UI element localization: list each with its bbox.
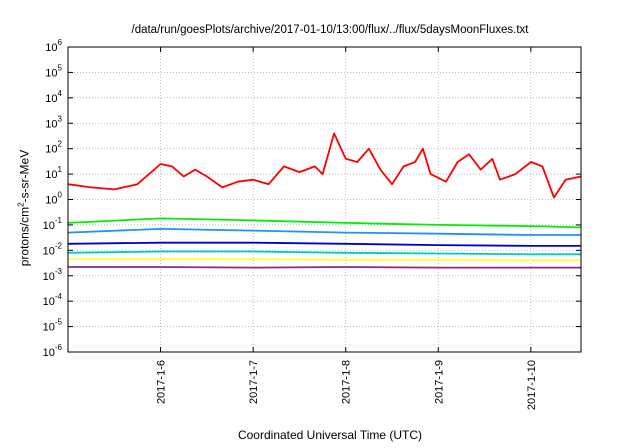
y-tick-label: 104 (45, 89, 62, 105)
y-tick-label-base: 10 (43, 347, 55, 359)
y-tick-label-exponent: -1 (55, 216, 63, 225)
y-tick-label: 10-2 (43, 241, 63, 257)
y-tick-label: 100 (45, 191, 62, 207)
y-tick-label-base: 10 (45, 67, 57, 79)
y-tick-label: 10-1 (43, 216, 63, 232)
y-tick-label-exponent: 5 (58, 63, 63, 72)
series-line (68, 266, 581, 269)
y-tick-label-exponent: -2 (55, 241, 63, 250)
y-tick-label-exponent: 6 (58, 38, 63, 47)
series-line (67, 250, 581, 256)
y-tick-label-base: 10 (45, 195, 57, 207)
y-tick-label-exponent: -3 (55, 267, 63, 276)
y-tick-label-base: 10 (45, 118, 57, 130)
y-tick-label-base: 10 (43, 245, 55, 257)
x-tick-label: 2017-1-8 (341, 360, 353, 404)
series-line (68, 258, 581, 262)
series-line (67, 217, 582, 229)
series-line (67, 241, 581, 247)
chart-title: /data/run/goesPlots/archive/2017-01-10/1… (131, 24, 529, 36)
series-line (67, 132, 582, 199)
y-tick-label: 10-5 (43, 318, 63, 334)
x-tick-label: 2017-1-6 (156, 360, 168, 404)
y-tick-label-exponent: 4 (58, 89, 63, 98)
plot-frame (67, 46, 582, 353)
y-tick-label-base: 10 (45, 93, 57, 105)
y-tick-label-exponent: -6 (55, 343, 63, 352)
y-tick-label-base: 10 (43, 220, 55, 232)
series-line (67, 228, 581, 236)
y-tick-label-exponent: 0 (58, 191, 63, 200)
x-tick-label: 2017-1-9 (433, 360, 445, 404)
x-axis-label: Coordinated Universal Time (UTC) (237, 428, 423, 442)
y-tick-label: 102 (45, 140, 62, 156)
y-tick-label-base: 10 (45, 144, 57, 156)
x-tick-label: 2017-1-7 (248, 360, 260, 404)
y-tick-label-exponent: 2 (58, 140, 63, 149)
y-tick-label: 10-3 (43, 267, 63, 283)
y-tick-label-base: 10 (45, 169, 57, 181)
y-tick-label: 103 (45, 114, 62, 130)
y-tick-label-exponent: -5 (55, 318, 63, 327)
y-tick-label-exponent: -4 (55, 292, 63, 301)
y-tick-label-base: 10 (43, 322, 55, 334)
y-tick-label: 10-4 (43, 292, 63, 308)
y-tick-label: 106 (45, 38, 62, 54)
y-tick-label-base: 10 (43, 271, 55, 283)
y-tick-label-exponent: 1 (58, 165, 63, 174)
y-tick-label-base: 10 (45, 42, 57, 54)
x-tick-label: 2017-1-10 (526, 360, 538, 410)
y-tick-label-exponent: 3 (58, 114, 63, 123)
y-tick-label: 105 (45, 63, 62, 79)
y-tick-label: 10-6 (43, 343, 63, 359)
y-tick-label-base: 10 (43, 296, 55, 308)
y-tick-label: 101 (45, 165, 62, 181)
